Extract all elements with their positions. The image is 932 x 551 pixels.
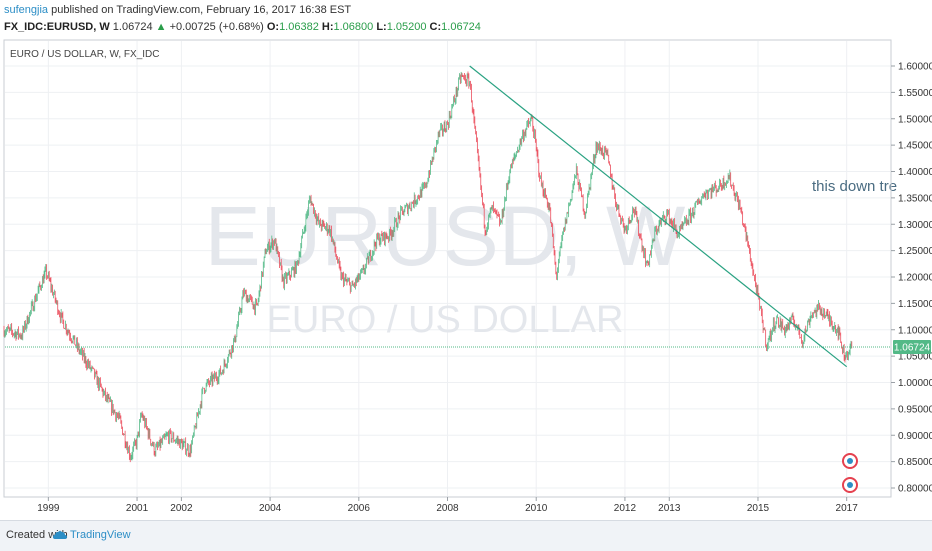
x-tick-label: 2010 [525,503,548,514]
events-icons[interactable] [842,453,858,493]
created-with-text: Created with [6,529,68,541]
price-chart[interactable]: EURUSD, W EURO / US DOLLAR EURO / US DOL… [0,0,932,520]
price-badge-text: 1.06724 [894,343,931,354]
annotation-text[interactable]: this down tre [812,178,897,195]
symbol-info: FX_IDC:EURUSD, W 1.06724 ▲ +0.00725 (+0.… [4,21,481,33]
high-label: H: [321,21,334,33]
high-value: 1.06800 [333,21,374,33]
y-tick-label: 0.80000 [898,484,932,495]
symbol-label: FX_IDC:EURUSD, W [4,21,110,33]
y-tick-label: 0.90000 [898,431,932,442]
y-tick-label: 1.60000 [898,62,932,73]
y-tick-label: 1.50000 [898,114,932,125]
price-badge [893,340,931,355]
y-tick-label: 1.05000 [898,352,932,363]
x-tick-label: 2001 [126,503,149,514]
up-arrow-icon: ▲ [155,21,167,33]
event-dot-icon [847,482,853,488]
y-tick-label: 1.25000 [898,246,932,257]
publish-info: sufengjia published on TradingView.com, … [4,4,351,16]
x-tick-label: 2012 [614,503,637,514]
legend-title: EURO / US DOLLAR, W, FX_IDC [10,49,159,60]
grid [5,41,890,496]
author-link[interactable]: sufengjia [4,4,49,16]
y-tick-label: 0.95000 [898,404,932,415]
time-axis[interactable]: 1999 2001 2002 2004 2006 2008 2010 2012 2013 2015… [37,497,858,514]
close-label: C: [429,21,442,33]
y-tick-label: 1.15000 [898,299,932,310]
watermark-name: EURO / US DOLLAR [267,299,624,341]
candles [3,71,853,463]
y-tick-label: 1.00000 [898,378,932,389]
watermark-symbol: EURUSD, W [205,189,686,283]
x-tick-label: 2008 [436,503,459,514]
cloud-icon [53,531,67,539]
low-value: 1.05200 [386,21,427,33]
y-tick-label: 1.45000 [898,141,932,152]
footer-bar: Created with TradingView [0,520,932,551]
y-tick-label: 0.85000 [898,457,932,468]
y-tick-label: 1.35000 [898,193,932,204]
low-label: L: [376,21,387,33]
x-tick-label: 2002 [170,503,193,514]
event-dot-icon [847,458,853,464]
y-tick-label: 1.30000 [898,220,932,231]
x-tick-label: 2004 [259,503,282,514]
brand-name: TradingView [70,529,131,541]
x-tick-label: 2006 [348,503,371,514]
open-label: O: [266,21,280,33]
close-value: 1.06724 [441,21,481,33]
x-tick-label: 2013 [658,503,681,514]
y-tick-label: 1.55000 [898,88,932,99]
price-change: +0.00725 (+0.68%) [169,21,264,33]
open-value: 1.06382 [279,21,319,33]
x-tick-label: 2017 [836,503,859,514]
price-axis[interactable]: 1.60000 1.55000 1.50000 1.45000 1.40000 1.350… [891,62,932,495]
x-tick-label: 2015 [747,503,770,514]
published-text: published on TradingView.com, February 1… [51,4,352,16]
y-tick-label: 1.20000 [898,273,932,284]
y-tick-label: 1.40000 [898,167,932,178]
trendline[interactable] [469,65,848,368]
y-tick-label: 1.10000 [898,325,932,336]
x-tick-label: 1999 [37,503,60,514]
tradingview-logo[interactable]: TradingView [53,529,131,541]
last-price: 1.06724 [112,21,153,33]
